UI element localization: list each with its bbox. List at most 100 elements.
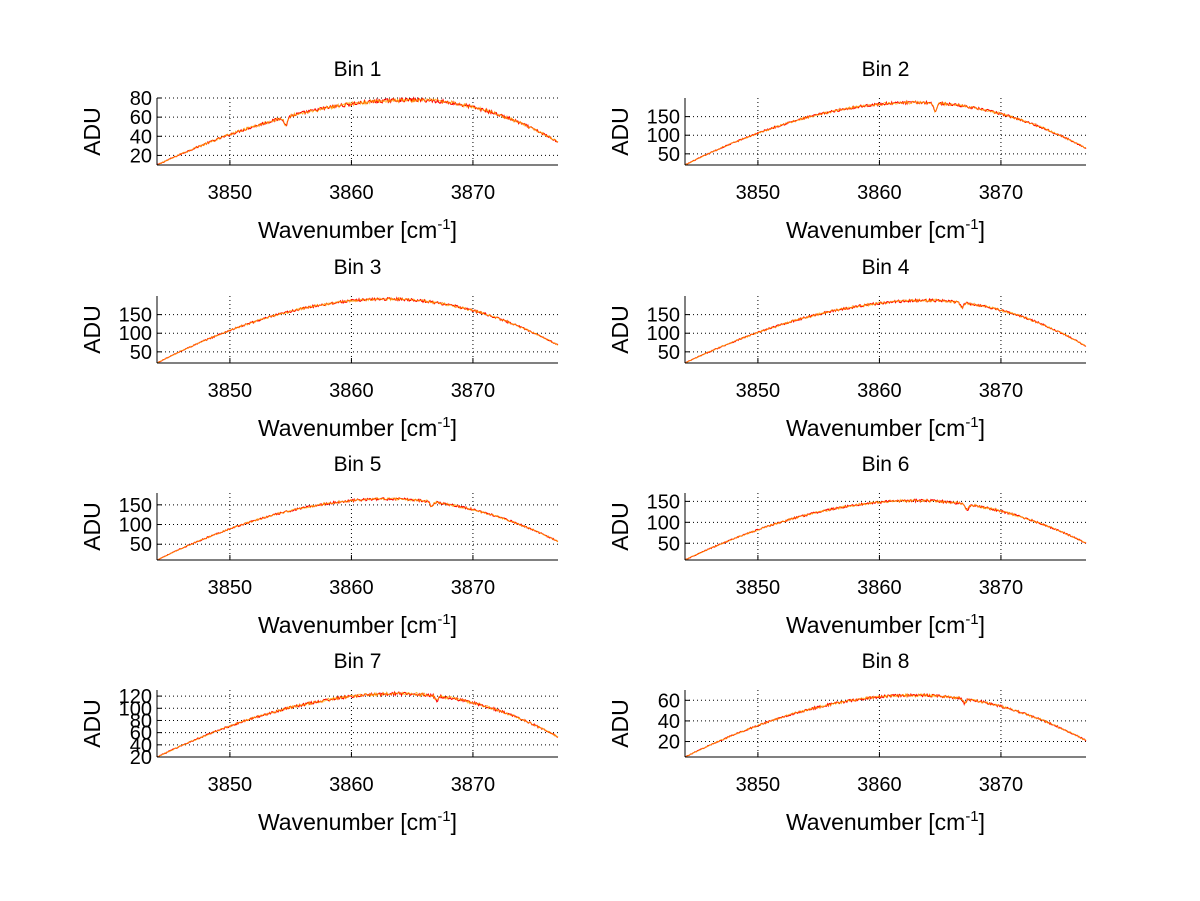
y-tick-label: 50 [658, 342, 680, 364]
y-axis-label: ADU [79, 502, 105, 551]
x-axis-label: Wavenumber [cm-1] [258, 216, 457, 243]
x-tick-label: 3860 [329, 577, 374, 599]
x-tick-label: 3860 [857, 182, 902, 204]
series-line-reference [157, 691, 559, 758]
series-line-reference [684, 692, 1087, 758]
y-axis-label: ADU [79, 107, 105, 156]
x-tick-label: 3870 [451, 380, 496, 402]
y-tick-label: 60 [130, 723, 152, 745]
x-tick-label: 3870 [979, 774, 1024, 796]
series-line-reference [684, 498, 1087, 561]
x-tick-label: 3860 [329, 380, 374, 402]
plot-area [685, 690, 1086, 757]
y-tick-label: 150 [119, 305, 152, 327]
plot-area [157, 98, 558, 165]
x-axis-label: Wavenumber [cm-1] [258, 611, 457, 638]
y-tick-label: 100 [647, 512, 680, 534]
series-line-reference [157, 496, 559, 561]
y-tick-label: 60 [658, 690, 680, 712]
x-tick-label: 3860 [857, 577, 902, 599]
x-tick-label: 3850 [736, 577, 781, 599]
y-tick-label: 60 [130, 107, 152, 129]
y-axis-label: ADU [607, 699, 633, 748]
y-tick-label: 150 [647, 305, 680, 327]
x-tick-label: 3860 [329, 774, 374, 796]
y-tick-label: 50 [130, 534, 152, 556]
x-tick-label: 3850 [208, 380, 253, 402]
y-tick-label: 40 [130, 126, 152, 148]
x-tick-label: 3860 [857, 380, 902, 402]
chart-title: Bin 7 [334, 650, 382, 673]
y-axis-label: ADU [607, 502, 633, 551]
x-tick-label: 3870 [979, 577, 1024, 599]
y-tick-label: 100 [119, 515, 152, 537]
chart-title: Bin 6 [862, 453, 910, 476]
y-tick-label: 20 [130, 145, 152, 167]
x-tick-label: 3870 [979, 182, 1024, 204]
x-tick-label: 3850 [208, 774, 253, 796]
x-axis-label: Wavenumber [cm-1] [786, 611, 985, 638]
y-tick-label: 100 [119, 323, 152, 345]
x-tick-label: 3860 [329, 182, 374, 204]
y-tick-label: 50 [658, 533, 680, 555]
x-axis-label: Wavenumber [cm-1] [258, 414, 457, 441]
series-line-reference [156, 296, 559, 364]
series-line-reference [684, 100, 1087, 166]
x-axis-label: Wavenumber [cm-1] [786, 808, 985, 835]
y-tick-label: 150 [119, 495, 152, 517]
y-axis-label: ADU [79, 699, 105, 748]
y-tick-label: 20 [130, 747, 152, 769]
y-tick-label: 150 [647, 107, 680, 129]
plot-area [157, 296, 558, 363]
y-tick-label: 80 [130, 710, 152, 732]
series-line-measured [156, 690, 559, 758]
y-tick-label: 40 [658, 711, 680, 733]
y-tick-label: 150 [647, 491, 680, 513]
x-axis-label: Wavenumber [cm-1] [786, 216, 985, 243]
y-tick-label: 20 [658, 732, 680, 754]
y-tick-label: 50 [658, 144, 680, 166]
x-tick-label: 3850 [208, 577, 253, 599]
y-axis-label: ADU [79, 305, 105, 354]
plot-area [157, 690, 558, 757]
series-line-measured [684, 498, 1087, 561]
x-axis-label: Wavenumber [cm-1] [786, 414, 985, 441]
chart-title: Bin 8 [862, 650, 910, 673]
plot-area [685, 98, 1086, 165]
y-tick-label: 120 [119, 686, 152, 708]
series-line-reference [156, 97, 559, 166]
x-tick-label: 3850 [736, 182, 781, 204]
y-tick-label: 100 [647, 323, 680, 345]
chart-title: Bin 1 [334, 58, 382, 81]
chart-title: Bin 5 [334, 453, 382, 476]
plot-area [157, 493, 558, 560]
y-tick-label: 100 [119, 698, 152, 720]
y-axis-label: ADU [607, 107, 633, 156]
y-tick-label: 50 [130, 342, 152, 364]
x-tick-label: 3850 [736, 380, 781, 402]
plot-area [685, 493, 1086, 560]
y-axis-label: ADU [607, 305, 633, 354]
plot-area [685, 296, 1086, 363]
x-tick-label: 3870 [451, 577, 496, 599]
chart-title: Bin 3 [334, 256, 382, 279]
x-tick-label: 3870 [979, 380, 1024, 402]
y-tick-label: 40 [130, 735, 152, 757]
x-tick-label: 3850 [736, 774, 781, 796]
x-tick-label: 3870 [451, 774, 496, 796]
y-tick-label: 80 [130, 88, 152, 110]
chart-title: Bin 4 [862, 256, 910, 279]
x-tick-label: 3860 [857, 774, 902, 796]
x-axis-label: Wavenumber [cm-1] [258, 808, 457, 835]
series-line-reference [684, 298, 1087, 364]
series-line-measured [156, 96, 559, 166]
